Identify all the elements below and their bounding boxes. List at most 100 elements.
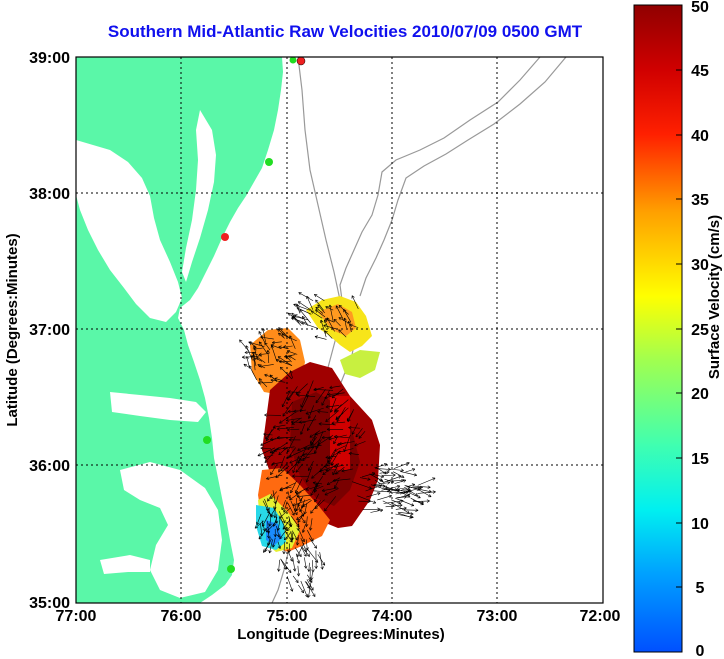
velocity-vector	[404, 509, 419, 511]
velocity-vector-head	[291, 312, 295, 315]
velocity-vector	[359, 477, 371, 480]
velocity-vector	[324, 319, 329, 329]
velocity-vector-head	[314, 565, 317, 569]
velocity-vector	[315, 476, 324, 487]
velocity-vector-head	[321, 488, 325, 492]
velocity-vector	[388, 468, 404, 471]
velocity-vector-head	[266, 511, 270, 514]
velocity-vector	[289, 491, 302, 501]
velocity-vector	[325, 456, 337, 458]
velocity-vector-head	[310, 441, 313, 444]
velocity-vector	[312, 482, 323, 485]
x-tick-label: 72:00	[580, 608, 621, 625]
velocity-vector	[349, 324, 359, 328]
velocity-vector-head	[264, 413, 268, 416]
velocity-vector-head	[401, 478, 405, 481]
velocity-vector	[245, 345, 253, 361]
velocity-vector-head	[420, 502, 424, 505]
velocity-vector-head	[282, 527, 286, 530]
velocity-vector	[373, 490, 392, 493]
velocity-vector-head	[415, 508, 419, 511]
velocity-vector	[288, 543, 290, 553]
velocity-vector-head	[333, 319, 337, 321]
velocity-vectors	[239, 292, 436, 598]
velocity-vector-head	[290, 537, 293, 541]
velocity-vector-head	[306, 586, 310, 589]
velocity-vector-head	[308, 527, 311, 531]
velocity-vector	[306, 295, 314, 310]
velocity-vector-head	[292, 474, 296, 477]
velocity-vector	[284, 532, 292, 541]
pamlico-river	[100, 555, 150, 574]
velocity-vector-head	[288, 438, 292, 441]
velocity-vector-head	[333, 442, 337, 445]
velocity-vector-head	[296, 494, 300, 497]
velocity-vector-head	[281, 333, 284, 337]
velocity-vector-head	[388, 491, 392, 494]
velocity-vector-head	[272, 425, 276, 428]
velocity-vector-head	[300, 409, 303, 413]
velocity-vector	[328, 450, 336, 465]
velocity-vector-head	[282, 404, 285, 408]
velocity-vector-head	[308, 594, 311, 598]
velocity-vector-head	[317, 304, 319, 308]
velocity-vector-head	[290, 420, 294, 423]
velocity-vector	[295, 493, 302, 502]
velocity-vector	[325, 306, 334, 311]
velocity-vector	[341, 468, 353, 472]
velocity-vector-head	[282, 551, 285, 555]
velocity-vector-head	[338, 329, 340, 333]
velocity-vector-head	[292, 315, 296, 317]
velocity-vector-head	[271, 462, 275, 465]
plot-frame	[75, 56, 604, 604]
velocity-vector-head	[296, 394, 300, 397]
velocity-vector-head	[315, 401, 319, 404]
velocity-vector	[305, 407, 324, 415]
velocity-vector-head	[310, 527, 313, 531]
velocity-vector-head	[264, 342, 268, 345]
velocity-vector	[417, 477, 436, 486]
velocity-vector	[412, 500, 430, 502]
pamlico-sound	[120, 462, 222, 598]
velocity-vector-head	[265, 437, 269, 440]
velocity-vector	[338, 329, 347, 338]
velocity-vector	[277, 541, 281, 549]
velocity-vector-head	[258, 378, 261, 382]
velocity-vector	[269, 447, 280, 454]
velocity-vector-head	[326, 427, 330, 430]
velocity-vector-head	[379, 508, 383, 511]
velocity-vector-head	[305, 411, 309, 415]
velocity-vector-head	[289, 335, 293, 338]
velocity-vector	[315, 299, 324, 311]
albemarle-sound	[110, 392, 206, 422]
velocity-vector-head	[317, 442, 320, 446]
velocity-vector-head	[320, 566, 323, 570]
velocity-vector-head	[358, 437, 362, 439]
velocity-vector	[405, 488, 418, 496]
y-tick-label: 36:00	[29, 458, 70, 475]
velocity-vector-head	[292, 470, 296, 474]
velocity-vector	[348, 321, 352, 332]
velocity-vector-head	[268, 535, 271, 539]
velocity-vector-head	[301, 514, 304, 517]
velocity-vector	[266, 429, 273, 441]
velocity-vector	[325, 468, 338, 471]
x-tick-label: 75:00	[267, 608, 308, 625]
velocity-vector-head	[296, 573, 299, 577]
velocity-vector	[278, 332, 285, 339]
velocity-vector-head	[256, 356, 259, 360]
velocity-vector-head	[273, 507, 277, 510]
velocity-vector	[279, 486, 292, 490]
velocity-vector	[343, 434, 351, 453]
velocity-vector-head	[282, 414, 286, 417]
velocity-vector-head	[283, 345, 286, 348]
velocity-vector	[315, 309, 326, 318]
velocity-vector-head	[382, 486, 386, 488]
velocity-vector-head	[279, 545, 282, 549]
velocity-vector	[417, 491, 436, 494]
velocity-vector	[262, 500, 270, 514]
velocity-vector	[397, 511, 414, 515]
velocity-vector-head	[248, 341, 251, 345]
velocity-vector-head	[312, 481, 316, 483]
velocity-vector	[336, 442, 346, 446]
